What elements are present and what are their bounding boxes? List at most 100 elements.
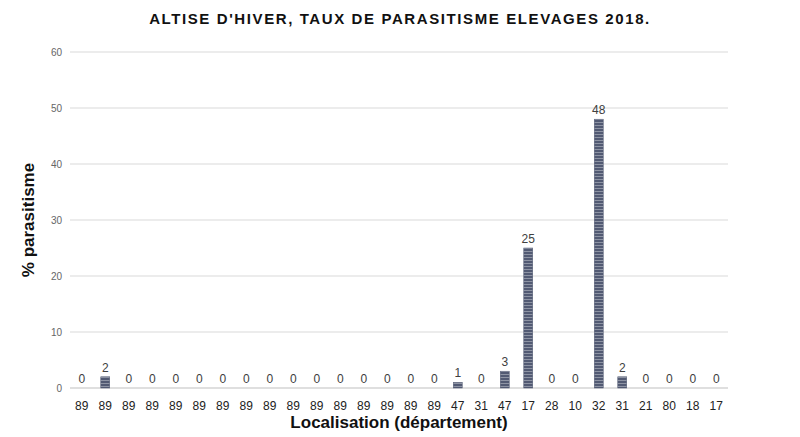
grid-line (70, 108, 728, 109)
data-label: 0 (313, 372, 320, 386)
bar (430, 388, 439, 389)
bar (571, 388, 580, 389)
bar (406, 388, 415, 389)
bar (594, 119, 603, 388)
data-label: 0 (689, 372, 696, 386)
bar (312, 388, 321, 389)
bar (712, 388, 721, 389)
bar (265, 388, 274, 389)
x-tick-label: 31 (475, 399, 489, 413)
bar (383, 388, 392, 389)
data-label: 0 (243, 372, 250, 386)
data-label: 2 (102, 361, 109, 375)
x-tick-label: 89 (99, 399, 113, 413)
x-tick-label: 89 (216, 399, 230, 413)
x-axis-label: Localisation (département) (290, 413, 507, 432)
data-label: 0 (572, 372, 579, 386)
bar (289, 388, 298, 389)
bar (618, 377, 627, 388)
grid-line (70, 164, 728, 165)
bar (242, 388, 251, 389)
x-tick-label: 89 (122, 399, 136, 413)
data-label: 0 (478, 372, 485, 386)
x-tick-label: 47 (451, 399, 465, 413)
bar (477, 388, 486, 389)
title: ALTISE D'HIVER, TAUX DE PARASITISME ELEV… (149, 10, 651, 27)
bar (336, 388, 345, 389)
bar (101, 377, 110, 388)
data-label: 0 (125, 372, 132, 386)
y-tick-label: 20 (51, 271, 63, 282)
x-tick-label: 18 (686, 399, 700, 413)
grid-line (70, 388, 728, 389)
y-tick-label: 0 (56, 383, 62, 394)
x-tick-label: 17 (710, 399, 724, 413)
data-label: 0 (642, 372, 649, 386)
y-tick-label: 40 (51, 159, 63, 170)
bar (641, 388, 650, 389)
bar (195, 388, 204, 389)
data-label: 0 (407, 372, 414, 386)
bar (500, 371, 509, 388)
bar (547, 388, 556, 389)
x-tick-label: 10 (569, 399, 583, 413)
data-label: 0 (548, 372, 555, 386)
x-tick-label: 89 (169, 399, 183, 413)
bar (524, 248, 533, 388)
x-tick-label: 89 (263, 399, 277, 413)
x-tick-label: 89 (428, 399, 442, 413)
chart: ALTISE D'HIVER, TAUX DE PARASITISME ELEV… (0, 0, 800, 437)
grid-line (70, 52, 728, 53)
data-label: 0 (172, 372, 179, 386)
grid-line (70, 276, 728, 277)
x-tick-label: 89 (75, 399, 89, 413)
bar (688, 388, 697, 389)
x-tick-label: 89 (334, 399, 348, 413)
data-label: 0 (78, 372, 85, 386)
bar (359, 388, 368, 389)
x-tick-label: 89 (357, 399, 371, 413)
data-label: 0 (384, 372, 391, 386)
x-tick-label: 89 (240, 399, 254, 413)
data-label: 0 (149, 372, 156, 386)
data-label: 0 (196, 372, 203, 386)
y-tick-label: 10 (51, 327, 63, 338)
x-tick-label: 89 (193, 399, 207, 413)
data-label: 0 (431, 372, 438, 386)
y-tick-label: 50 (51, 103, 63, 114)
data-label: 0 (219, 372, 226, 386)
x-tick-label: 47 (498, 399, 512, 413)
y-tick-label: 30 (51, 215, 63, 226)
bar (665, 388, 674, 389)
bar (124, 388, 133, 389)
data-label: 3 (501, 355, 508, 369)
data-label: 48 (592, 103, 606, 117)
data-label: 1 (454, 366, 461, 380)
y-tick-label: 60 (51, 47, 63, 58)
x-tick-label: 89 (310, 399, 324, 413)
x-tick-label: 89 (287, 399, 301, 413)
data-label: 0 (360, 372, 367, 386)
data-label: 0 (266, 372, 273, 386)
data-label: 25 (522, 232, 536, 246)
x-tick-label: 31 (616, 399, 630, 413)
x-tick-label: 80 (663, 399, 677, 413)
bar (453, 382, 462, 388)
x-tick-label: 89 (381, 399, 395, 413)
data-label: 2 (619, 361, 626, 375)
data-label: 0 (713, 372, 720, 386)
x-tick-label: 89 (404, 399, 418, 413)
x-tick-label: 28 (545, 399, 559, 413)
bar (77, 388, 86, 389)
data-label: 0 (666, 372, 673, 386)
x-tick-label: 17 (522, 399, 536, 413)
grid-line (70, 332, 728, 333)
data-label: 0 (290, 372, 297, 386)
x-tick-label: 89 (146, 399, 160, 413)
bar (148, 388, 157, 389)
grid-line (70, 220, 728, 221)
y-axis-label: % parasitisme (19, 163, 38, 277)
x-tick-label: 21 (639, 399, 653, 413)
bar (218, 388, 227, 389)
bar (171, 388, 180, 389)
